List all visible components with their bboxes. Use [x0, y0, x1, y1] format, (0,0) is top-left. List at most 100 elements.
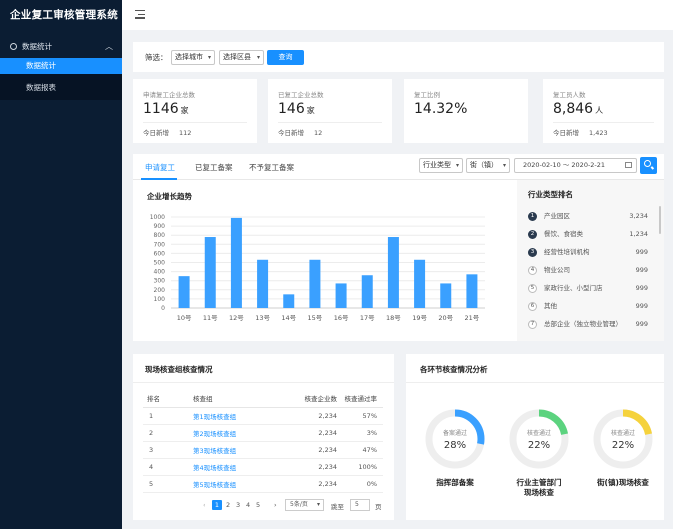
donut-percent: 22% — [527, 440, 551, 451]
filter-bar: 筛选： 选择城市 ▾ 选择区县 ▾ 查询 — [133, 42, 664, 72]
page-size-select[interactable]: 5条/页 ▾ — [285, 499, 324, 511]
bar[interactable] — [414, 259, 426, 308]
bar[interactable] — [387, 237, 399, 308]
stage-analysis-title: 各环节核查情况分析 — [420, 365, 488, 374]
stat-card-applied: 申请复工企业总数 1146 家 今日新增 112 — [133, 79, 257, 143]
bar[interactable] — [178, 276, 190, 308]
x-tick-label: 19号 — [412, 314, 427, 322]
bar[interactable] — [466, 274, 478, 308]
page-button[interactable]: 2 — [226, 501, 231, 509]
bar[interactable] — [257, 259, 269, 308]
x-tick-label: 20号 — [438, 314, 453, 322]
donut-graphic — [593, 409, 653, 469]
stat-unit: 家 — [180, 106, 189, 115]
cell-group-link[interactable]: 第1现场核查组 — [193, 407, 279, 425]
x-tick-label: 16号 — [334, 314, 349, 322]
stat-foot-value: 1,423 — [589, 129, 608, 137]
page-button[interactable]: 4 — [246, 501, 251, 509]
ranking-row: 6 其他 999 — [528, 300, 648, 312]
prev-page-button[interactable]: ‹ — [203, 501, 206, 509]
ranking-value: 999 — [635, 302, 648, 310]
ranking-value: 999 — [635, 320, 648, 328]
ranking-value: 999 — [635, 266, 648, 274]
street-select[interactable]: 街（镇） ▾ — [466, 158, 510, 173]
y-tick-label: 100 — [154, 296, 166, 303]
stat-unit: 家 — [306, 106, 315, 115]
bar[interactable] — [440, 283, 452, 308]
donut-percent: 22% — [611, 440, 635, 451]
stat-card-ratio: 复工比例 14.32% — [404, 79, 528, 143]
table-header-row: 排名 核查组 核查企业数 核查通过率 — [143, 390, 383, 408]
ranking-name: 经营性培训机构 — [544, 248, 590, 256]
sidebar-item-data-report[interactable]: 数据报表 — [26, 83, 56, 92]
menu-toggle-icon[interactable] — [135, 10, 145, 19]
industry-select[interactable]: 行业类型 ▾ — [419, 158, 463, 173]
stat-footer: 今日新增 12 — [278, 127, 322, 137]
street-select-value: 街（镇） — [470, 161, 498, 169]
goto-page-input[interactable]: 5 — [350, 499, 370, 511]
cell-rank: 1 — [143, 407, 193, 425]
ranking-row: 4 物业公司 999 — [528, 264, 648, 276]
y-tick-label: 200 — [154, 287, 166, 294]
donut-inner-label: 核查通过 — [526, 430, 551, 437]
bar[interactable] — [230, 217, 242, 308]
tab-resumed[interactable]: 已复工备案 — [195, 163, 233, 172]
ranking-value: 1,234 — [629, 230, 648, 238]
date-range-picker[interactable]: 2020-02-10 ～ 2020-2-21 — [514, 158, 637, 173]
date-range-value: 2020-02-10 ～ 2020-2-21 — [523, 161, 606, 169]
trend-panel: 申请复工 已复工备案 不予复工备案 行业类型 ▾ 街（镇） ▾ 2020-02-10… — [133, 154, 664, 341]
sidebar-group-label: 数据统计 — [22, 42, 52, 51]
page-button[interactable]: 3 — [236, 501, 241, 509]
x-tick-label: 14号 — [281, 314, 296, 322]
page-button[interactable]: 5 — [256, 501, 261, 509]
tab-bar: 申请复工 已复工备案 不予复工备案 行业类型 ▾ 街（镇） ▾ 2020-02-10… — [133, 154, 664, 180]
cell-group-link[interactable]: 第4现场核查组 — [193, 458, 279, 476]
stat-title: 复工员人数 — [553, 91, 586, 99]
tab-apply[interactable]: 申请复工 — [145, 163, 175, 172]
stat-foot-label: 今日新增 — [553, 129, 579, 137]
bar[interactable] — [361, 275, 373, 308]
scrollbar[interactable] — [659, 206, 661, 234]
city-select[interactable]: 选择城市 ▾ — [171, 50, 215, 65]
donut-arc — [593, 409, 653, 469]
stage-donut: 核查通过 22% — [592, 408, 654, 470]
y-tick-label: 800 — [154, 232, 166, 239]
stat-value-wrap: 146 家 — [278, 101, 315, 117]
district-select[interactable]: 选择区县 ▾ — [219, 50, 264, 65]
rank-badge: 3 — [528, 247, 537, 257]
chevron-up-icon: ︿ — [105, 42, 113, 51]
next-page-button[interactable]: › — [274, 501, 277, 509]
x-tick-label: 15号 — [308, 314, 323, 322]
bar[interactable] — [283, 294, 295, 308]
cell-group-link[interactable]: 第3现场核查组 — [193, 441, 279, 459]
search-button[interactable] — [640, 157, 657, 174]
divider — [278, 122, 382, 123]
sidebar-item-data-stats[interactable]: 数据统计 — [0, 58, 122, 74]
cell-count: 2,234 — [279, 475, 337, 493]
cell-rate: 100% — [337, 458, 383, 476]
stat-foot-value: 112 — [179, 129, 192, 137]
donut-arc — [425, 409, 485, 469]
stage-analysis-panel: 各环节核查情况分析 备案通过 28% 指挥部备案 核查通过 22% 行业主管部门 现场核查核… — [406, 354, 664, 520]
rank-badge: 7 — [528, 319, 537, 329]
page-button[interactable]: 1 — [212, 500, 222, 510]
rank-badge: 6 — [528, 301, 537, 311]
bar[interactable] — [204, 237, 216, 308]
cell-rate: 0% — [337, 475, 383, 493]
ranking-value: 3,234 — [629, 212, 648, 220]
donut-graphic — [425, 409, 485, 469]
ranking-name: 总部企业（独立物业管理） — [544, 320, 622, 328]
cell-count: 2,234 — [279, 407, 337, 425]
bar[interactable] — [335, 283, 347, 308]
query-button[interactable]: 查询 — [267, 50, 304, 65]
industry-select-value: 行业类型 — [423, 161, 451, 169]
sidebar-group-stats[interactable]: 数据统计 ︿ — [0, 36, 122, 58]
ranking-row: 1 产业园区 3,234 — [528, 210, 648, 222]
cell-group-link[interactable]: 第2现场核查组 — [193, 424, 279, 442]
chevron-down-icon: ▾ — [256, 54, 260, 61]
cell-group-link[interactable]: 第5现场核查组 — [193, 475, 279, 493]
bar[interactable] — [309, 259, 321, 308]
tab-rejected[interactable]: 不予复工备案 — [249, 163, 294, 172]
stage-donut: 核查通过 22% — [508, 408, 570, 470]
divider — [553, 122, 654, 123]
